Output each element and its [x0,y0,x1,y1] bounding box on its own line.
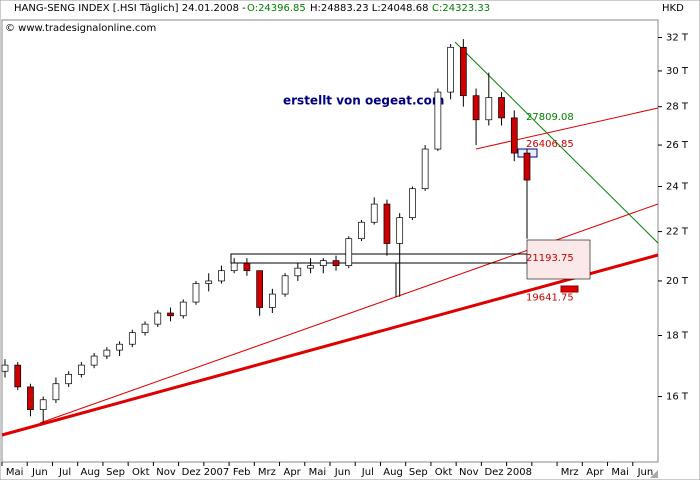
candle-body [116,343,123,351]
copyright: © www.tradesignalonline.com [5,23,156,34]
candle-body [65,373,73,385]
candle-body [409,188,416,218]
candle-body [396,217,404,244]
candle-body [128,332,136,345]
y-tick-label: 32 T [666,33,689,44]
close-label: C:24323.33 [432,3,490,14]
resize-grip [650,470,658,478]
trend-line [475,107,659,150]
x-tick-label: Nov [459,467,479,478]
candle-body [1,364,9,372]
y-tick-label: 22 T [666,227,689,238]
candle-body [332,260,340,266]
candle-body [383,203,391,244]
candle-body [472,95,480,121]
candle-body [243,262,251,272]
x-tick-label: Jul [58,467,71,478]
x-tick-label: Apr [283,467,301,478]
y-tick-label: 16 T [666,392,689,403]
candle-body [167,312,174,317]
candle-body [319,260,327,266]
candle-body [498,97,505,119]
candle-body [205,280,213,284]
x-tick-label: 2008 [507,467,532,478]
x-tick-label: Aug [383,467,403,478]
y-tick-label: 24 T [666,182,689,193]
x-tick-label: Dez [182,467,201,478]
open-label: O:24396.85 [247,3,306,14]
candle-body [78,364,85,375]
x-tick-label: Mai [611,467,629,478]
candle-body [370,203,378,223]
y-tick-label: 18 T [666,331,689,342]
x-tick-label: Feb [233,467,251,478]
x-tick-label: Mai [309,467,327,478]
candle-body [358,221,365,240]
x-tick-label: Jul [361,467,374,478]
currency: HKD [662,3,684,14]
y-tick-label: 28 T [666,102,689,113]
marker-box [560,285,579,293]
high-low-label: H:24883.23 L:24048.68 [310,3,428,14]
candle-body [90,355,98,366]
watermark: erstellt von oegeat.com [283,94,444,108]
candle-body [307,265,314,269]
y-tick-label: 30 T [666,66,689,77]
candle-body [281,275,289,295]
candle-body [434,91,442,150]
candle-body [345,238,353,266]
candle-body [294,267,302,277]
candle-body [421,148,429,190]
candle-body [27,386,34,410]
candle-body [192,283,200,303]
y-tick-label: 20 T [666,276,689,287]
candle-body [447,46,454,93]
x-tick-label: Jun [334,467,351,478]
x-tick-label: Dez [484,467,503,478]
candle-body [39,399,47,410]
candle-body [141,323,149,333]
annotation-label: 21193.75 [526,253,574,264]
candle-body [230,262,238,272]
x-tick-label: 2007 [204,467,229,478]
candle-body [523,152,531,181]
candle-body [52,383,60,401]
candle-body [459,46,467,97]
candle-body [14,364,22,388]
x-tick-label: Jun [637,467,654,478]
title: HANG-SENG INDEX [.HSI Täglich] 24.01.200… [14,3,246,14]
annotation-label: 27809.08 [526,112,574,123]
candle-body [269,293,276,308]
annotation-label: 19641.75 [526,292,574,303]
candle-body [218,270,225,282]
candle-body [154,312,162,325]
candle-body [103,349,111,357]
x-tick-label: Sep [409,467,428,478]
candle-body [510,117,518,154]
x-tick-label: Apr [586,467,604,478]
x-tick-label: Mrz [561,467,579,478]
x-tick-label: Mrz [258,467,276,478]
x-tick-label: Mai [6,467,24,478]
x-tick-label: Aug [81,467,101,478]
y-tick-label: 26 T [666,140,689,151]
x-tick-label: Nov [156,467,176,478]
x-tick-label: Jun [31,467,48,478]
x-tick-label: Sep [106,467,125,478]
x-tick-label: Okt [132,467,150,478]
zone-box [526,239,591,280]
annotation-label: 26406.85 [526,139,574,150]
candle-body [485,97,493,121]
trend-line [1,253,659,437]
candle-body [179,301,187,317]
candle-body [256,270,263,308]
x-tick-label: Okt [435,467,453,478]
